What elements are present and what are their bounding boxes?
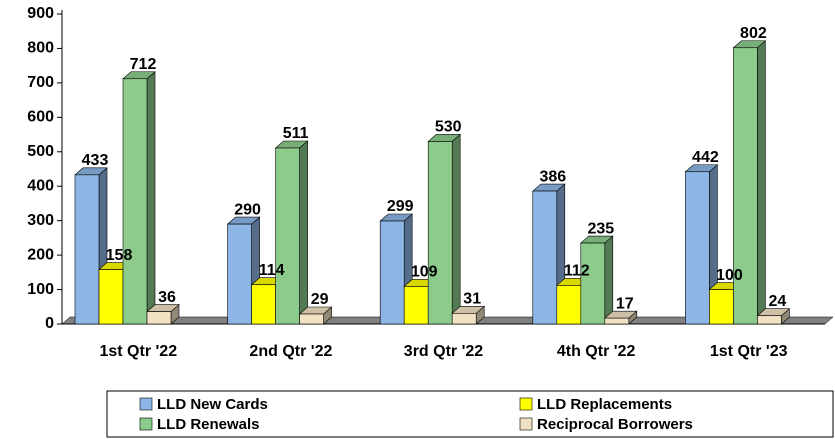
bar [146,311,172,325]
legend-label: LLD Renewals [157,416,260,433]
data-label: 36 [158,289,176,306]
data-label: 24 [769,293,787,310]
y-tick-label: 200 [27,246,54,263]
data-label: 100 [716,267,743,284]
data-label: 17 [616,295,634,312]
y-tick-label: 900 [27,5,54,22]
data-label: 511 [283,125,309,142]
data-label: 29 [311,291,329,308]
x-tick-label: 4th Qtr '22 [557,343,636,360]
data-label: 802 [740,25,767,42]
data-label: 299 [387,198,414,215]
data-label: 112 [564,263,590,280]
x-tick-label: 1st Qtr '23 [710,343,788,360]
bar [74,174,100,325]
y-tick-label: 0 [45,315,54,332]
bar [580,242,606,325]
bar [757,315,782,325]
bar-side [604,235,614,325]
data-label: 442 [692,149,719,166]
data-label: 158 [106,247,133,264]
bar-side [451,133,461,325]
data-label: 712 [130,56,157,73]
bar [299,313,324,325]
bar-side [757,40,766,325]
y-tick-label: 400 [27,177,54,194]
data-label: 109 [411,264,438,281]
bar [556,285,582,325]
bar [709,289,734,325]
legend-swatch [139,417,153,431]
bar [98,269,124,325]
y-tick-label: 100 [27,281,54,298]
data-label: 433 [82,152,109,169]
y-tick-label: 300 [27,212,54,229]
bar [122,78,148,325]
legend-swatch [139,397,153,411]
bar [275,147,300,325]
data-label: 530 [435,119,462,136]
bar [227,223,252,325]
legend-label: LLD Replacements [537,396,672,413]
bar [451,313,477,325]
bar [403,286,429,325]
bar [379,220,405,325]
data-label: 290 [234,201,261,218]
bar [427,141,453,325]
legend-swatch [519,417,533,431]
x-tick-label: 2nd Qtr '22 [249,343,332,360]
x-tick-label: 3rd Qtr '22 [404,343,483,360]
bar [685,171,710,325]
y-tick-label: 500 [27,143,54,160]
legend-label: Reciprocal Borrowers [537,416,693,433]
data-label: 31 [463,291,481,308]
bar [251,284,276,325]
data-label: 114 [259,262,285,279]
legend-label: LLD New Cards [157,396,268,413]
y-tick-label: 700 [27,74,54,91]
data-label: 235 [587,220,614,237]
legend-box [106,390,834,438]
y-tick-label: 600 [27,109,54,126]
bar-side [299,140,308,325]
bar [532,190,558,325]
bar-side [146,71,156,325]
legend: LLD New Cards LLD Replacements LLD Renewal… [139,396,693,433]
x-tick-label: 1st Qtr '22 [99,343,177,360]
bar [733,47,758,325]
bar [604,317,630,325]
data-label: 386 [539,168,566,185]
y-tick-label: 800 [27,40,54,57]
legend-swatch [519,397,533,411]
